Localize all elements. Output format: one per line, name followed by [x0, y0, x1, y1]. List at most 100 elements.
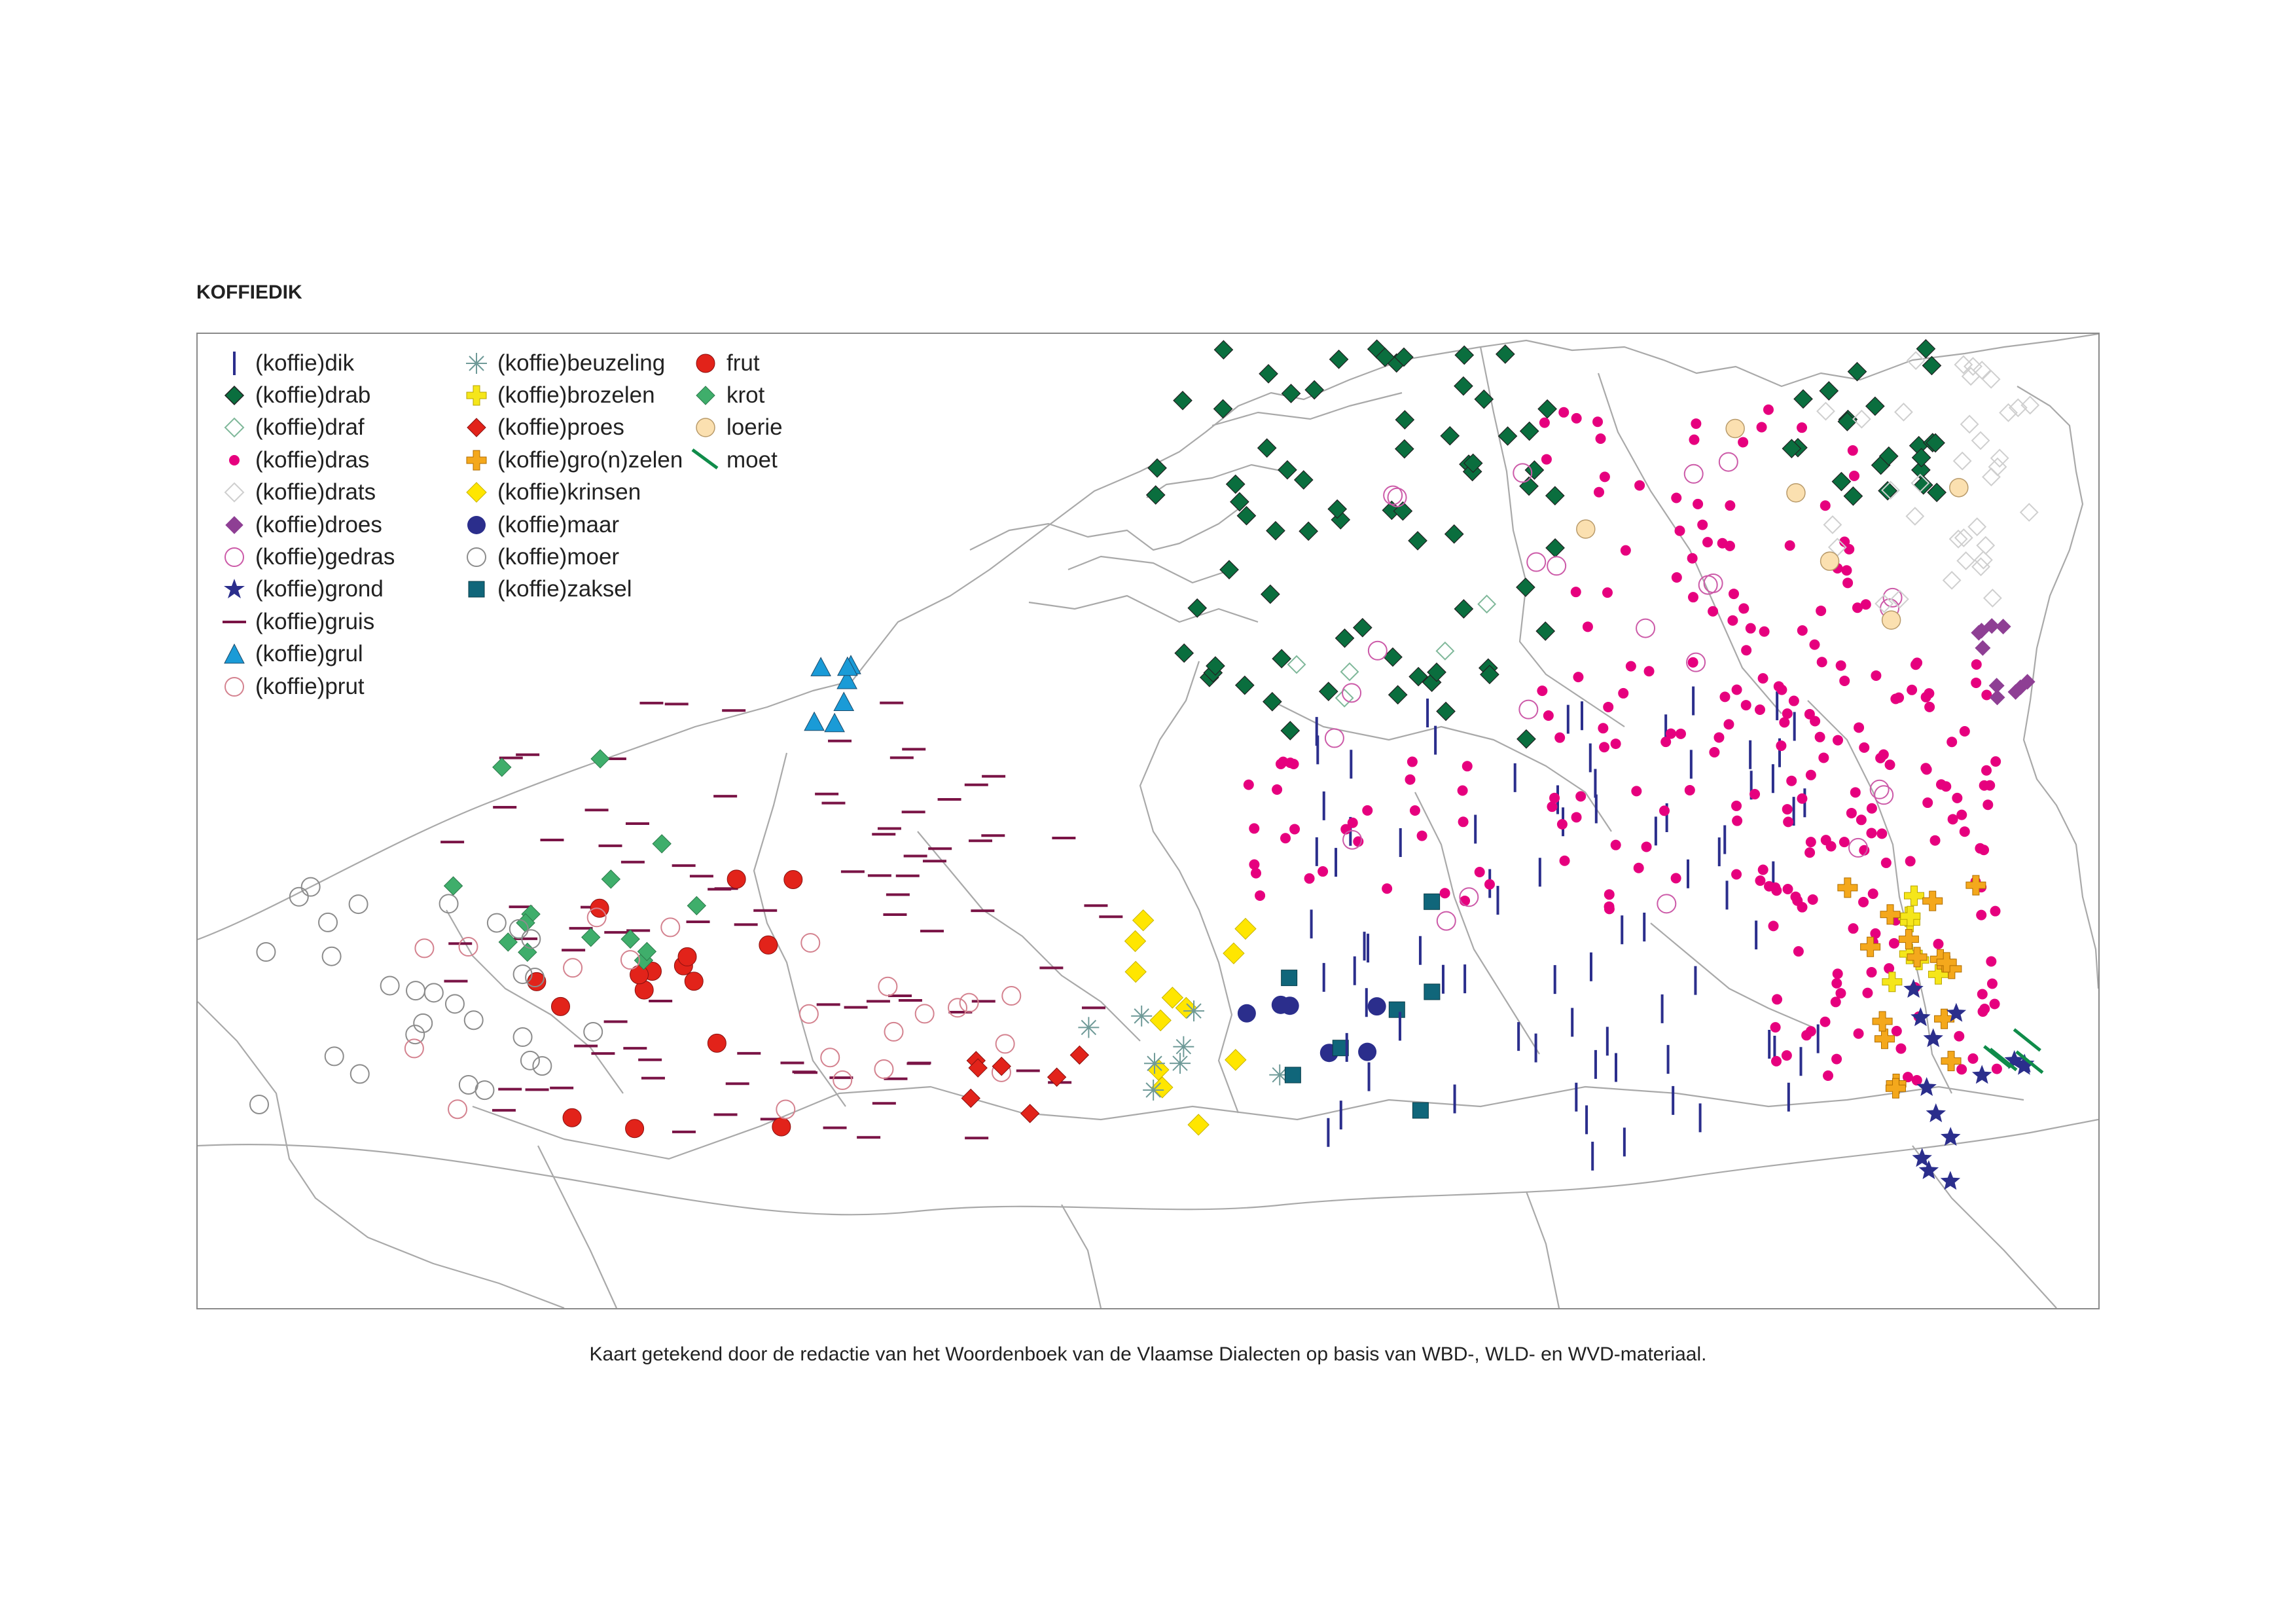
map-marker-dras — [1768, 921, 1779, 932]
map-marker-dras — [1243, 779, 1254, 790]
map-marker-drab — [1480, 665, 1499, 685]
map-marker-prut — [820, 1048, 840, 1068]
map-marker-grond — [1912, 1148, 1932, 1167]
map-marker-drab — [1263, 691, 1282, 712]
southern-line — [198, 1118, 2098, 1216]
legend-column-2: (koffie)beuzeling (koffie)brozelen (koff… — [458, 347, 683, 606]
map-marker-dras — [1759, 626, 1770, 637]
map-marker-drab — [1865, 396, 1885, 416]
map-marker-dras — [1745, 623, 1756, 634]
map-marker-dras — [1571, 412, 1582, 424]
map-marker-dras — [1724, 540, 1735, 551]
map-marker-gronzelen — [1936, 952, 1957, 973]
map-marker-dras — [1986, 978, 1998, 989]
map-marker-dras — [1458, 816, 1469, 828]
map-marker-dras — [1982, 799, 1994, 811]
map-marker-krot — [601, 869, 621, 889]
map-marker-dras — [1830, 996, 1841, 1008]
map-marker-dras — [1347, 817, 1358, 828]
map-marker-loerie — [1725, 418, 1745, 439]
legend-item-dras: (koffie)dras — [216, 444, 395, 476]
map-marker-proes — [1047, 1067, 1067, 1087]
map-marker-moer — [525, 968, 545, 988]
map-marker-dras — [1693, 498, 1704, 509]
map-marker-dras — [1741, 645, 1752, 656]
map-marker-moer — [350, 1064, 370, 1084]
map-marker-moer — [380, 976, 400, 996]
legend-label-proes: (koffie)proes — [497, 414, 624, 441]
map-marker-grond — [1916, 1077, 1937, 1096]
map-marker-dras — [1832, 968, 1843, 979]
legend-item-grul: (koffie)grul — [216, 638, 395, 670]
legend-item-beuzeling: (koffie)beuzeling — [458, 347, 683, 379]
map-marker-dras — [1571, 812, 1582, 823]
map-marker-gedras — [1526, 552, 1547, 572]
map-marker-zaksel — [1424, 893, 1441, 910]
map-marker-grond — [1918, 1160, 1939, 1179]
map-marker-dras — [1570, 587, 1581, 598]
map-marker-gronzelen — [1898, 929, 1919, 950]
map-marker-dras — [1625, 661, 1636, 672]
map-marker-moer — [486, 913, 507, 933]
legend-label-grond: (koffie)grond — [255, 576, 384, 602]
map-marker-dras — [1537, 685, 1548, 697]
legend-label-krot: krot — [726, 382, 765, 409]
map-marker-moer — [348, 894, 368, 915]
map-marker-drats — [1976, 536, 1996, 555]
map-marker-dras — [1991, 1063, 2002, 1074]
map-marker-dras — [1924, 688, 1935, 699]
map-marker-dras — [1976, 909, 1987, 921]
map-marker-dras — [1979, 1004, 1990, 1015]
map-marker-dras — [1866, 967, 1877, 978]
map-marker-dras — [1559, 855, 1570, 866]
map-marker-prut — [414, 938, 435, 958]
map-marker-droes — [1975, 640, 1991, 656]
map-marker-droes — [1984, 618, 2000, 634]
map-marker-dras — [1905, 856, 1916, 867]
map-marker-dras — [1818, 752, 1829, 763]
map-marker-dras — [1709, 747, 1720, 758]
map-marker-dras — [1556, 818, 1568, 830]
eastern-border — [2017, 386, 2098, 989]
map-marker-dras — [1849, 470, 1860, 481]
map-marker-moer — [289, 886, 309, 907]
map-marker-dras — [1691, 418, 1702, 429]
region-line-b — [917, 831, 1141, 1042]
map-marker-frut — [625, 1119, 645, 1139]
map-marker-krinsen — [1161, 987, 1184, 1009]
map-marker-dras — [1731, 800, 1742, 811]
map-marker-drab — [1922, 356, 1942, 376]
map-marker-dras — [1439, 888, 1450, 899]
legend-label-gronzelen: (koffie)gro(n)zelen — [497, 447, 683, 473]
region-line-c — [1414, 792, 1540, 1055]
map-marker-dras — [1610, 839, 1621, 850]
map-marker-dras — [1304, 873, 1315, 884]
map-marker-krinsen — [1149, 1009, 1172, 1032]
map-marker-dras — [1353, 836, 1364, 847]
map-marker-dras — [1549, 792, 1560, 803]
map-marker-dras — [1484, 879, 1495, 890]
map-marker-drab — [1545, 538, 1565, 558]
map-marker-dras — [1288, 759, 1299, 770]
map-marker-dras — [1941, 781, 1952, 792]
map-marker-moer — [463, 1010, 484, 1030]
map-marker-zaksel — [1284, 1067, 1301, 1084]
map-marker-grond — [1926, 1103, 1946, 1123]
map-marker-frut — [684, 972, 704, 991]
map-marker-prut — [776, 1099, 796, 1120]
map-marker-dras — [1249, 823, 1260, 834]
map-marker-drats — [2008, 398, 2028, 418]
map-marker-dras — [1289, 824, 1300, 835]
map-marker-drats — [1894, 402, 1913, 422]
region-line-g — [1525, 1191, 1560, 1308]
legend-item-loerie: loerie — [687, 412, 783, 444]
map-marker-prut — [959, 993, 979, 1013]
map-marker-krinsen — [1225, 1049, 1247, 1071]
map-marker-dras — [1770, 882, 1781, 893]
map-marker-grul — [804, 711, 825, 731]
map-marker-frut — [550, 996, 570, 1016]
map-marker-dras — [1772, 994, 1783, 1005]
map-marker-dras — [1959, 826, 1970, 837]
legend-label-zaksel: (koffie)zaksel — [497, 576, 632, 602]
map-marker-drats — [1942, 570, 1962, 590]
